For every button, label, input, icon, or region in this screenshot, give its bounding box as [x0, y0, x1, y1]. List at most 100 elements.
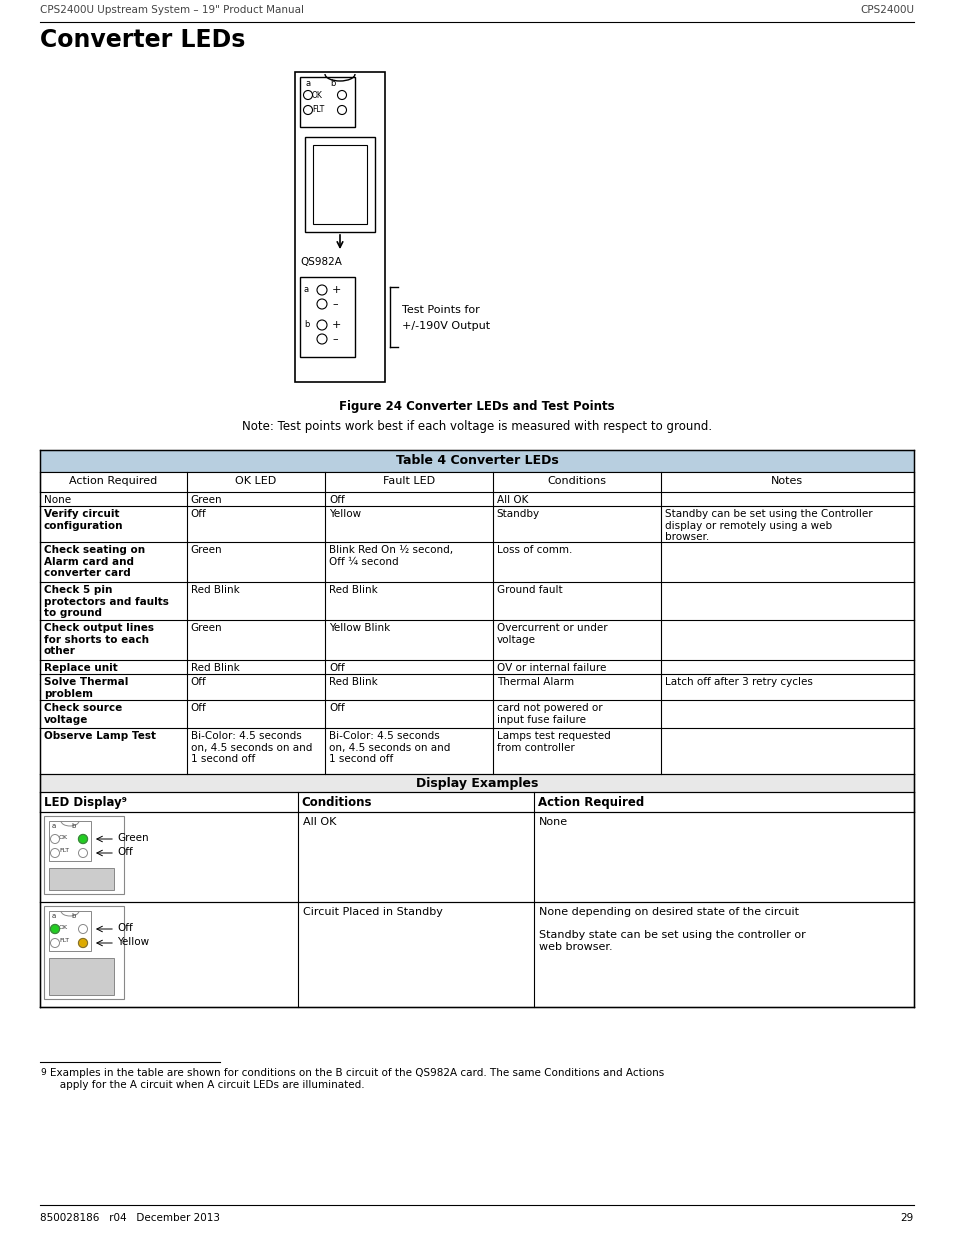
Circle shape: [78, 939, 88, 947]
Bar: [40, 542, 913, 582]
Text: Converter LEDs: Converter LEDs: [40, 28, 245, 52]
Text: FLT: FLT: [59, 939, 69, 944]
Text: Bi-Color: 4.5 seconds
on, 4.5 seconds on and
1 second off: Bi-Color: 4.5 seconds on, 4.5 seconds on…: [329, 731, 450, 764]
Bar: [40, 450, 913, 472]
Text: Examples in the table are shown for conditions on the B circuit of the QS982A ca: Examples in the table are shown for cond…: [50, 1068, 663, 1089]
Text: Lamps test requested
from controller: Lamps test requested from controller: [497, 731, 610, 752]
Bar: [294, 72, 385, 382]
Text: Off: Off: [117, 923, 132, 932]
Text: Action Required: Action Required: [70, 475, 157, 487]
Text: Conditions: Conditions: [547, 475, 605, 487]
Bar: [313, 144, 367, 224]
Bar: [40, 774, 913, 792]
Text: Display Examples: Display Examples: [416, 777, 537, 790]
Text: Yellow Blink: Yellow Blink: [329, 622, 390, 634]
Text: +: +: [332, 285, 341, 295]
Text: Check 5 pin
protectors and faults
to ground: Check 5 pin protectors and faults to gro…: [44, 585, 169, 619]
Text: Verify circuit
configuration: Verify circuit configuration: [44, 509, 123, 531]
Text: a: a: [52, 913, 56, 919]
Text: Action Required: Action Required: [537, 797, 643, 809]
Circle shape: [51, 925, 59, 934]
Bar: [299, 277, 355, 357]
Bar: [40, 792, 913, 811]
Bar: [49, 868, 113, 890]
Text: FLT: FLT: [312, 105, 324, 114]
Text: Overcurrent or under
voltage: Overcurrent or under voltage: [497, 622, 607, 645]
Text: None depending on desired state of the circuit

Standby state can be set using t: None depending on desired state of the c…: [538, 906, 804, 952]
Text: –: –: [332, 299, 337, 309]
Text: Check output lines
for shorts to each
other: Check output lines for shorts to each ot…: [44, 622, 153, 656]
Text: LED Display⁹: LED Display⁹: [44, 797, 127, 809]
Text: Test Points for: Test Points for: [401, 305, 479, 315]
Text: Conditions: Conditions: [301, 797, 372, 809]
Text: 9: 9: [40, 1068, 46, 1077]
Text: Loss of comm.: Loss of comm.: [497, 545, 572, 555]
Text: OV or internal failure: OV or internal failure: [497, 663, 605, 673]
Text: Green: Green: [191, 545, 222, 555]
Text: a: a: [52, 823, 56, 829]
Bar: [40, 492, 913, 506]
Text: Standby can be set using the Controller
display or remotely using a web
browser.: Standby can be set using the Controller …: [664, 509, 871, 542]
Text: +: +: [332, 320, 341, 330]
Text: Red Blink: Red Blink: [329, 585, 377, 595]
Bar: [40, 811, 913, 902]
Bar: [40, 902, 913, 1007]
Text: None: None: [538, 818, 567, 827]
Text: Off: Off: [117, 847, 132, 857]
Text: Check source
voltage: Check source voltage: [44, 703, 122, 725]
Text: OK LED: OK LED: [235, 475, 276, 487]
Bar: [40, 506, 913, 542]
Text: Red Blink: Red Blink: [191, 663, 239, 673]
Text: a: a: [306, 79, 311, 88]
Text: b: b: [71, 823, 75, 829]
Text: b: b: [304, 320, 309, 329]
Bar: [49, 821, 91, 861]
Text: Green: Green: [117, 832, 149, 844]
Text: a: a: [304, 285, 309, 294]
Text: Latch off after 3 retry cycles: Latch off after 3 retry cycles: [664, 677, 812, 687]
Text: Green: Green: [191, 622, 222, 634]
Text: FLT: FLT: [59, 848, 69, 853]
Text: Ground fault: Ground fault: [497, 585, 561, 595]
Text: OK: OK: [59, 925, 68, 930]
Text: Notes: Notes: [770, 475, 802, 487]
Text: Check seating on
Alarm card and
converter card: Check seating on Alarm card and converte…: [44, 545, 145, 578]
Text: 29: 29: [900, 1213, 913, 1223]
Text: Red Blink: Red Blink: [329, 677, 377, 687]
Bar: [49, 911, 91, 951]
Bar: [40, 674, 913, 700]
Bar: [44, 816, 124, 894]
Circle shape: [78, 835, 88, 844]
Bar: [40, 700, 913, 727]
Text: None: None: [44, 495, 71, 505]
Text: –: –: [332, 333, 337, 345]
Text: card not powered or
input fuse failure: card not powered or input fuse failure: [497, 703, 601, 725]
Text: Blink Red On ½ second,
Off ¼ second: Blink Red On ½ second, Off ¼ second: [329, 545, 453, 567]
Text: Table 4 Converter LEDs: Table 4 Converter LEDs: [395, 454, 558, 467]
Text: Standby: Standby: [497, 509, 539, 519]
Text: +/-190V Output: +/-190V Output: [401, 321, 490, 331]
Text: Bi-Color: 4.5 seconds
on, 4.5 seconds on and
1 second off: Bi-Color: 4.5 seconds on, 4.5 seconds on…: [191, 731, 312, 764]
Text: Observe Lamp Test: Observe Lamp Test: [44, 731, 156, 741]
Text: OK: OK: [59, 835, 68, 840]
Text: QS982A: QS982A: [299, 257, 341, 267]
Text: Off: Off: [329, 663, 344, 673]
Text: OK: OK: [312, 91, 322, 100]
Text: Off: Off: [191, 509, 207, 519]
Text: Off: Off: [191, 677, 207, 687]
Bar: [40, 727, 913, 774]
Bar: [40, 582, 913, 620]
Text: Off: Off: [191, 703, 207, 713]
Text: Fault LED: Fault LED: [382, 475, 435, 487]
Bar: [40, 659, 913, 674]
Text: All OK: All OK: [497, 495, 528, 505]
Text: Solve Thermal
problem: Solve Thermal problem: [44, 677, 129, 699]
Text: b: b: [330, 79, 335, 88]
Text: 850028186   r04   December 2013: 850028186 r04 December 2013: [40, 1213, 220, 1223]
Bar: [299, 77, 355, 127]
Text: Off: Off: [329, 703, 344, 713]
Text: Green: Green: [191, 495, 222, 505]
Bar: [305, 137, 375, 232]
Text: Figure 24 Converter LEDs and Test Points: Figure 24 Converter LEDs and Test Points: [339, 400, 614, 412]
Text: CPS2400U: CPS2400U: [859, 5, 913, 15]
